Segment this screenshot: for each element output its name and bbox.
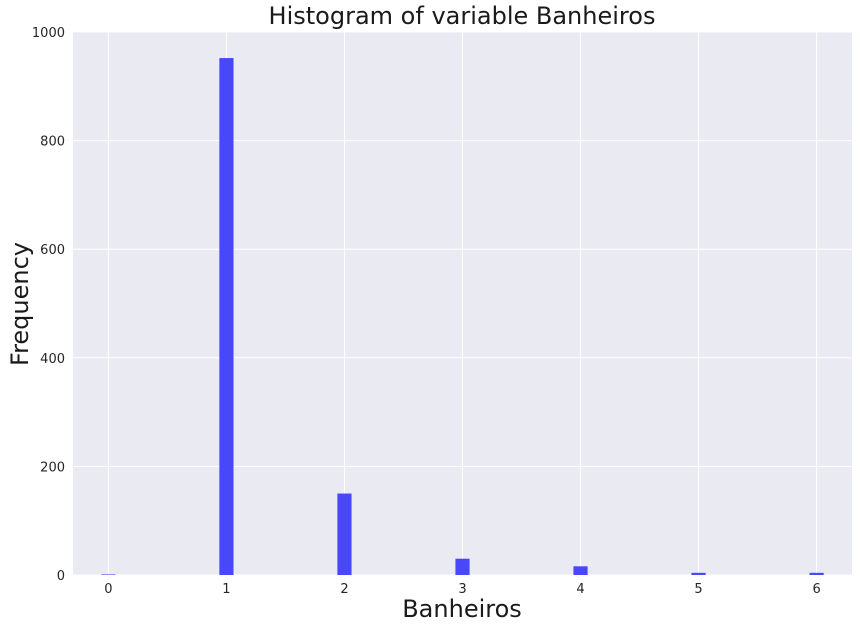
x-tick-label: 5 [694,582,702,597]
histogram-bar [101,574,116,575]
histogram-bar [455,558,470,575]
y-tick-label: 800 [40,135,65,150]
histogram-bar [809,572,824,575]
x-tick-label: 2 [340,582,348,597]
x-tick-label: 0 [104,582,112,597]
x-tick-labels: 0 1 2 3 4 5 6 [104,582,820,597]
y-tick-label: 600 [40,243,65,258]
y-tick-labels: 0 200 400 600 800 1000 [32,26,65,584]
x-tick-label: 4 [576,582,584,597]
histogram-bar [219,58,234,575]
x-tick-label: 6 [812,582,820,597]
y-tick-label: 0 [57,569,65,584]
histogram-bar [691,572,706,575]
x-tick-label: 1 [222,582,230,597]
histogram-bar [573,566,588,575]
x-axis-title: Banheiros [402,595,522,623]
y-tick-label: 200 [40,460,65,475]
y-axis-title: Frequency [6,242,34,366]
histogram-bars [101,58,824,575]
x-tick-label: 3 [458,582,466,597]
y-tick-label: 1000 [32,26,65,41]
histogram-bar [337,493,352,575]
y-tick-label: 400 [40,352,65,367]
chart-title: Histogram of variable Banheiros [269,2,656,30]
